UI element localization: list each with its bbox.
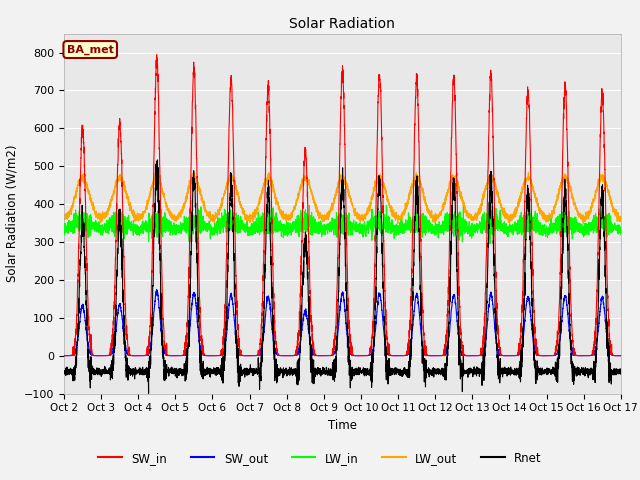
LW_out: [525, 170, 532, 176]
LW_in: [436, 227, 444, 232]
SW_in: [468, 353, 476, 359]
LW_out: [499, 208, 506, 214]
SW_in: [617, 353, 625, 359]
SW_in: [69, 353, 77, 359]
SW_out: [499, 353, 507, 359]
Rnet: [616, 366, 624, 372]
Y-axis label: Solar Radiation (W/m2): Solar Radiation (W/m2): [5, 145, 19, 282]
LW_in: [160, 229, 168, 235]
Rnet: [154, 157, 161, 163]
Text: BA_met: BA_met: [67, 44, 114, 55]
SW_out: [153, 287, 161, 293]
Rnet: [161, 378, 168, 384]
LW_out: [617, 215, 625, 221]
X-axis label: Time: Time: [328, 419, 357, 432]
LW_out: [436, 211, 444, 216]
Line: SW_in: SW_in: [64, 55, 621, 356]
LW_in: [499, 221, 507, 227]
Rnet: [499, 370, 507, 376]
SW_out: [161, 350, 168, 356]
LW_in: [383, 202, 390, 208]
Line: LW_in: LW_in: [64, 205, 621, 244]
Rnet: [468, 368, 476, 373]
LW_in: [322, 226, 330, 231]
LW_out: [616, 218, 624, 224]
Legend: SW_in, SW_out, LW_in, LW_out, Rnet: SW_in, SW_out, LW_in, LW_out, Rnet: [93, 447, 547, 469]
Rnet: [145, 390, 152, 396]
SW_in: [60, 353, 68, 359]
SW_in: [153, 52, 161, 58]
SW_out: [458, 353, 466, 359]
Title: Solar Radiation: Solar Radiation: [289, 17, 396, 31]
LW_in: [616, 228, 624, 233]
SW_out: [468, 353, 476, 359]
SW_in: [322, 353, 330, 359]
SW_out: [617, 353, 625, 359]
Line: LW_out: LW_out: [64, 173, 621, 224]
LW_out: [322, 213, 330, 218]
SW_out: [436, 353, 444, 359]
Rnet: [60, 371, 68, 376]
SW_in: [161, 339, 168, 345]
Rnet: [322, 368, 330, 374]
SW_in: [616, 353, 624, 359]
Rnet: [436, 372, 444, 378]
SW_in: [436, 353, 444, 359]
Rnet: [617, 367, 625, 373]
SW_in: [499, 353, 507, 359]
LW_in: [486, 241, 494, 247]
LW_out: [467, 212, 475, 217]
SW_out: [322, 353, 330, 359]
LW_out: [160, 192, 168, 198]
Line: Rnet: Rnet: [64, 160, 621, 393]
SW_out: [60, 353, 68, 359]
LW_in: [617, 232, 625, 238]
LW_out: [60, 215, 68, 220]
LW_in: [60, 227, 68, 233]
Line: SW_out: SW_out: [64, 290, 621, 356]
LW_in: [467, 228, 475, 234]
SW_out: [616, 353, 624, 359]
LW_out: [580, 221, 588, 227]
